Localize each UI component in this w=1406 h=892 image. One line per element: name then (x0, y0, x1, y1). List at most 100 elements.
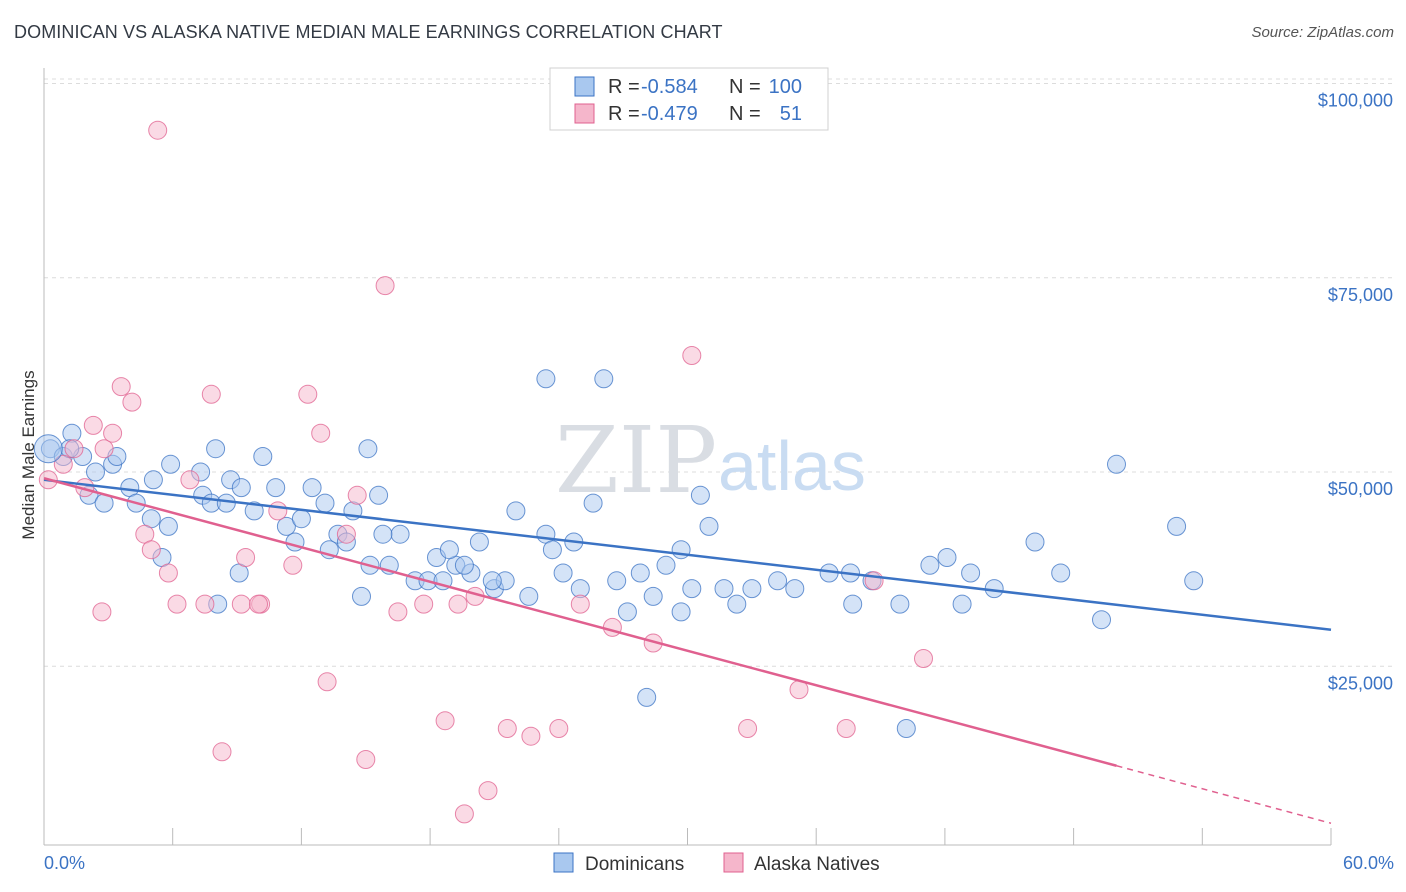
watermark-zip: ZIP (555, 407, 717, 514)
alaska-native-point (158, 563, 178, 583)
dominican-point (253, 447, 273, 466)
dominican-point (542, 540, 562, 560)
alaska-native-point (249, 594, 268, 614)
alaska-native-point (201, 384, 221, 404)
y-axis-title: Median Male Earnings (19, 370, 38, 539)
dominican-point (643, 586, 663, 606)
alaska-native-point (521, 726, 541, 746)
dominican-point (727, 594, 747, 614)
alaska-native-point (122, 392, 142, 412)
dominican-point (630, 563, 650, 583)
alaska-native-point (212, 742, 232, 762)
dominican-point (961, 563, 981, 583)
alaska-native-point (298, 384, 318, 404)
dominican-point (244, 501, 264, 521)
dominican-point (607, 571, 627, 591)
dominican-point (1025, 532, 1045, 552)
alaska-native-point (195, 594, 215, 614)
alaska-native-point (549, 719, 569, 738)
dominican-point (482, 571, 502, 591)
dominican-point (896, 719, 916, 738)
legend-n-label: N = (729, 103, 761, 125)
alaska-native-point (570, 594, 590, 614)
alaska-native-point (454, 804, 474, 824)
dominican-point (937, 548, 957, 567)
dominican-point (358, 439, 378, 459)
dominican-point (390, 524, 410, 544)
dominican-point (890, 594, 910, 614)
dominican-point (315, 493, 335, 513)
alaska-native-point (738, 719, 758, 738)
legend-n-value: 100 (769, 76, 802, 98)
dominican-point (714, 579, 734, 599)
dominican-point (594, 369, 614, 389)
alaska-native-point (347, 485, 367, 505)
dominican-point (33, 434, 63, 464)
alaska-native-trend-line (43, 477, 1117, 767)
alaska-native-point (448, 594, 468, 614)
dominican-point (266, 478, 286, 498)
dominican-trend-line (43, 478, 1332, 632)
alaska-native-point (180, 470, 200, 490)
dominican-point (454, 555, 474, 575)
alaska-native-point (602, 617, 622, 637)
legend-r-label: R = (608, 76, 640, 98)
legend-r-value: -0.584 (641, 76, 698, 98)
x-tick-label-min: 0.0% (44, 853, 85, 873)
alaska-native-point (141, 540, 161, 560)
dominican-point (583, 493, 603, 513)
trend-lines (43, 477, 1332, 824)
dominican-point (920, 555, 940, 575)
dominican-point (690, 485, 710, 505)
alaska-native-point (864, 571, 884, 591)
alaska-native-point (64, 439, 84, 459)
alaska-native-point (914, 649, 933, 668)
dominican-point (158, 516, 178, 536)
dominican-point (469, 532, 489, 552)
bottom-legend-label: Dominicans (585, 854, 684, 875)
legend-box: R = -0.584 N = 100 R = -0.479 N = 51 (549, 67, 829, 131)
bottom-legend: Dominicans Alaska Natives (553, 852, 880, 875)
bottom-legend-swatch-blue (553, 852, 574, 873)
alaska-native-point (231, 594, 251, 614)
alaska-native-point (478, 781, 498, 801)
alaska-native-trend-extension (1116, 765, 1332, 824)
y-tick-label: $25,000 (1328, 673, 1393, 693)
alaska-native-point (836, 719, 856, 738)
dominican-point (656, 555, 676, 575)
dominican-point (143, 470, 163, 490)
alaska-native-point (148, 120, 168, 140)
dominican-point (506, 501, 526, 521)
dominican-point (206, 439, 226, 459)
dominican-point (536, 369, 556, 389)
alaska-native-point (94, 439, 114, 459)
dominican-point (768, 571, 788, 591)
dominican-point (369, 485, 389, 505)
dominican-point (1184, 571, 1204, 591)
data-points (33, 120, 1204, 824)
dominican-point (291, 509, 311, 529)
alaska-native-point (92, 602, 112, 622)
legend-n-value: 51 (780, 103, 802, 125)
legend-r-label: R = (608, 103, 640, 125)
dominican-point (302, 478, 322, 498)
chart-source: Source: ZipAtlas.com (1251, 24, 1394, 41)
dominican-point (785, 579, 805, 599)
dominican-point (637, 687, 657, 707)
alaska-native-point (682, 346, 702, 365)
bottom-legend-swatch-pink (723, 852, 744, 873)
dominican-point (1107, 454, 1126, 474)
legend-swatch-pink (574, 103, 595, 124)
dominican-point (1051, 563, 1071, 583)
dominican-point (617, 602, 637, 622)
alaska-native-point (317, 672, 337, 692)
legend-swatch-blue (574, 76, 595, 97)
alaska-native-point (311, 423, 331, 443)
x-tick-label-max: 60.0% (1343, 853, 1394, 873)
dominican-point (439, 540, 459, 560)
alaska-native-point (111, 377, 131, 397)
alaska-native-point (356, 750, 376, 769)
dominican-point (86, 462, 105, 482)
alaska-native-point (236, 548, 256, 567)
